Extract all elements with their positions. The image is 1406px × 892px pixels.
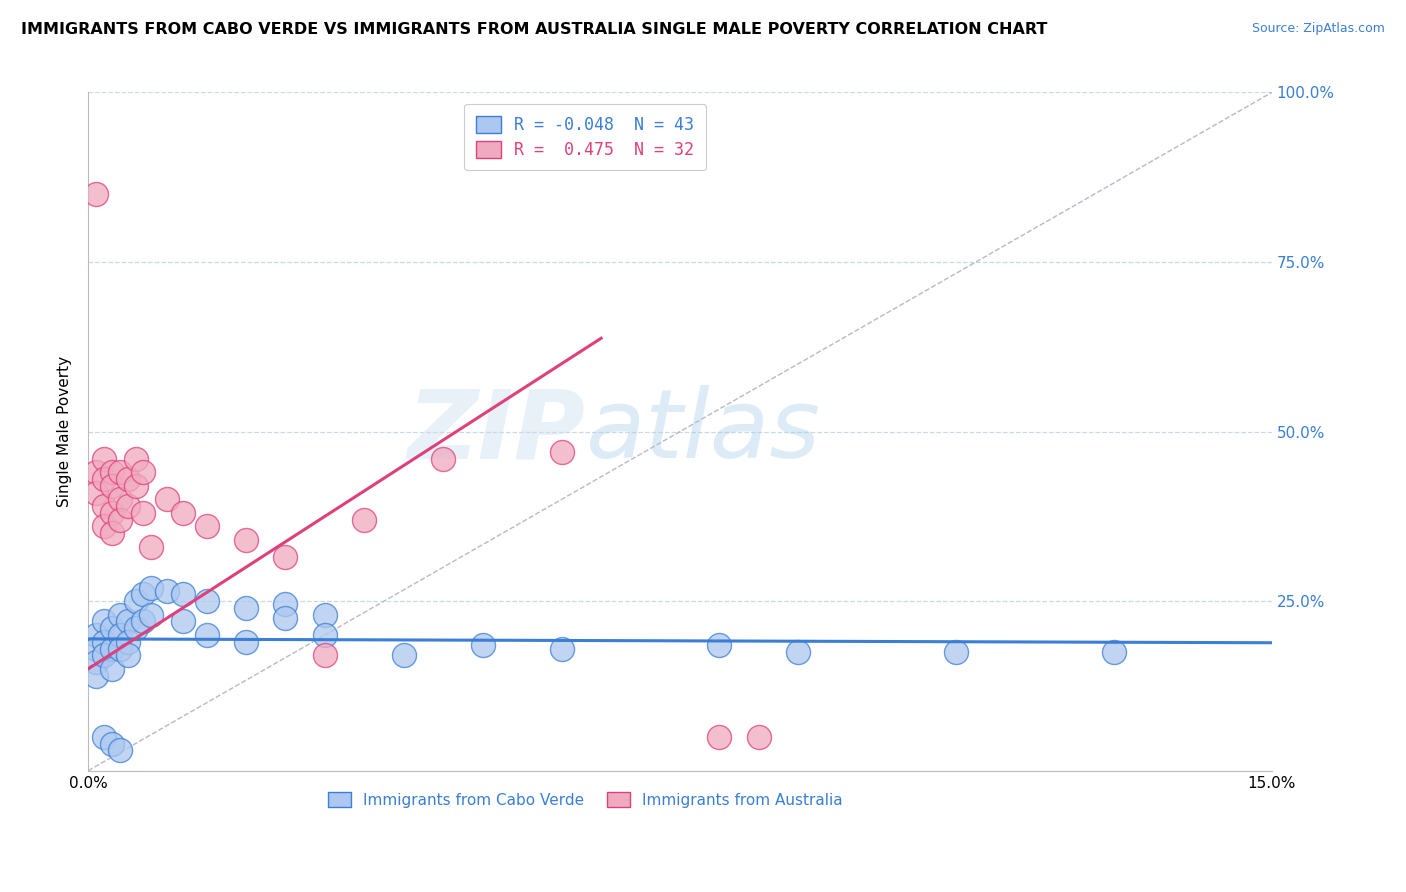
Point bbox=[432, 451, 454, 466]
Point bbox=[84, 669, 107, 683]
Point bbox=[274, 611, 297, 625]
Point bbox=[274, 598, 297, 612]
Point bbox=[709, 730, 731, 744]
Point bbox=[101, 641, 124, 656]
Point bbox=[550, 445, 572, 459]
Point bbox=[93, 648, 115, 663]
Point bbox=[156, 583, 179, 598]
Point bbox=[124, 594, 146, 608]
Point bbox=[945, 645, 967, 659]
Point bbox=[550, 641, 572, 656]
Point bbox=[235, 600, 257, 615]
Point bbox=[314, 607, 336, 622]
Point bbox=[235, 533, 257, 547]
Point bbox=[274, 549, 297, 564]
Point bbox=[84, 655, 107, 669]
Point bbox=[156, 492, 179, 507]
Point bbox=[101, 479, 124, 493]
Text: Source: ZipAtlas.com: Source: ZipAtlas.com bbox=[1251, 22, 1385, 36]
Point bbox=[124, 479, 146, 493]
Point bbox=[132, 506, 155, 520]
Point bbox=[787, 645, 810, 659]
Point bbox=[101, 737, 124, 751]
Y-axis label: Single Male Poverty: Single Male Poverty bbox=[58, 356, 72, 507]
Point bbox=[93, 519, 115, 533]
Point bbox=[93, 635, 115, 649]
Point bbox=[101, 526, 124, 541]
Point bbox=[314, 628, 336, 642]
Point bbox=[172, 587, 194, 601]
Point bbox=[195, 519, 218, 533]
Point bbox=[235, 635, 257, 649]
Point bbox=[117, 499, 139, 513]
Point bbox=[141, 607, 163, 622]
Point bbox=[172, 615, 194, 629]
Point bbox=[195, 594, 218, 608]
Point bbox=[709, 638, 731, 652]
Point bbox=[101, 465, 124, 479]
Point bbox=[392, 648, 415, 663]
Point bbox=[314, 648, 336, 663]
Point bbox=[117, 472, 139, 486]
Legend: Immigrants from Cabo Verde, Immigrants from Australia: Immigrants from Cabo Verde, Immigrants f… bbox=[322, 786, 849, 814]
Point bbox=[132, 587, 155, 601]
Point bbox=[93, 451, 115, 466]
Point bbox=[101, 621, 124, 635]
Point bbox=[117, 615, 139, 629]
Point bbox=[93, 472, 115, 486]
Text: IMMIGRANTS FROM CABO VERDE VS IMMIGRANTS FROM AUSTRALIA SINGLE MALE POVERTY CORR: IMMIGRANTS FROM CABO VERDE VS IMMIGRANTS… bbox=[21, 22, 1047, 37]
Point bbox=[117, 648, 139, 663]
Point bbox=[84, 187, 107, 202]
Point bbox=[748, 730, 770, 744]
Point bbox=[93, 615, 115, 629]
Text: ZIP: ZIP bbox=[408, 385, 585, 478]
Point bbox=[93, 730, 115, 744]
Point bbox=[353, 513, 375, 527]
Point bbox=[108, 607, 131, 622]
Point bbox=[108, 641, 131, 656]
Point bbox=[132, 615, 155, 629]
Point bbox=[1102, 645, 1125, 659]
Point bbox=[108, 628, 131, 642]
Point bbox=[124, 451, 146, 466]
Point bbox=[195, 628, 218, 642]
Point bbox=[84, 465, 107, 479]
Point bbox=[141, 581, 163, 595]
Point bbox=[84, 628, 107, 642]
Point bbox=[93, 499, 115, 513]
Text: atlas: atlas bbox=[585, 385, 820, 478]
Point bbox=[101, 662, 124, 676]
Point bbox=[132, 465, 155, 479]
Point bbox=[101, 506, 124, 520]
Point bbox=[124, 621, 146, 635]
Point bbox=[84, 485, 107, 500]
Point bbox=[172, 506, 194, 520]
Point bbox=[108, 513, 131, 527]
Point bbox=[471, 638, 494, 652]
Point bbox=[84, 641, 107, 656]
Point bbox=[108, 465, 131, 479]
Point bbox=[141, 540, 163, 554]
Point bbox=[108, 743, 131, 757]
Point bbox=[117, 635, 139, 649]
Point bbox=[108, 492, 131, 507]
